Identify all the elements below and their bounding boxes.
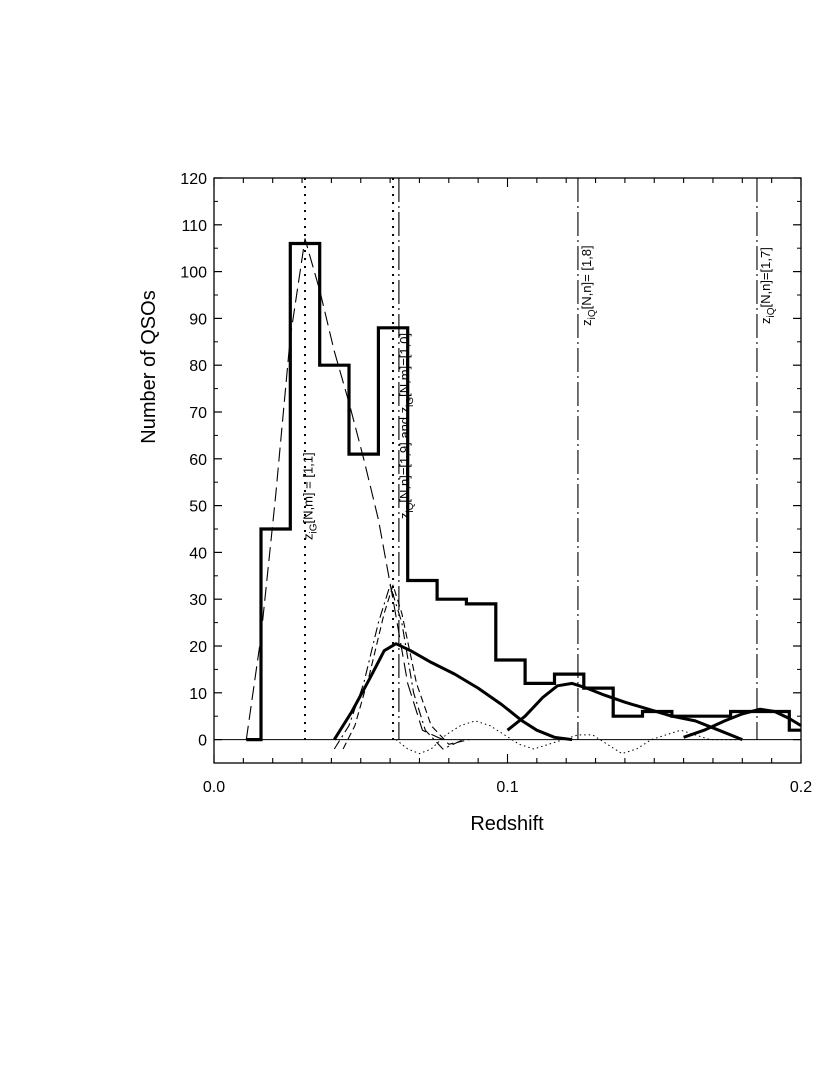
y-tick-label: 10 (189, 686, 207, 703)
histogram-bar (466, 604, 495, 740)
histogram-bar (261, 529, 290, 740)
y-tick-label: 50 (189, 499, 207, 516)
y-tick-label: 20 (189, 639, 207, 656)
histogram-bar (437, 599, 466, 739)
histogram-bar (408, 580, 437, 739)
annotation-part: [N,n]=[1,9] and z (397, 407, 412, 503)
y-tick-label: 30 (189, 592, 207, 609)
y-tick-label: 120 (180, 171, 207, 188)
model-curve-thick-solid (506, 681, 743, 741)
annotation-part: [N,m] = [1,1] (300, 452, 315, 523)
x-axis-title: Redshift (470, 813, 544, 835)
annotation-part: z (397, 513, 412, 520)
annotation-part: [N,m]=[1,0] (397, 333, 412, 397)
model-curve-long-dashed (245, 238, 444, 741)
annotation-part: z (579, 319, 594, 326)
y-tick-label: 90 (189, 311, 207, 328)
annotation-label: ziQ[N,n]= [1,8] (579, 245, 598, 325)
annotation-part: [N,n]= [1,8] (579, 245, 594, 309)
annotation-part: iG (308, 523, 319, 533)
y-tick-label: 40 (189, 545, 207, 562)
x-tick-label: 0.2 (790, 779, 812, 796)
histogram (246, 241, 801, 742)
y-tick-label: 80 (189, 358, 207, 375)
y-axis-title: Number of QSOs (138, 290, 160, 443)
model-curve-thick-solid (333, 642, 573, 742)
annotation-part: iQ (405, 502, 416, 512)
annotation-part: iQ (766, 307, 777, 317)
annotation-label: ziQ[N,n]=[1,7] (758, 247, 777, 324)
x-tick-label: 0.1 (496, 779, 518, 796)
annotation-part: z (300, 534, 315, 541)
y-tick-label: 60 (189, 452, 207, 469)
histogram-bar (613, 716, 642, 739)
annotation-part: iQ (587, 309, 598, 319)
annotations: ziG[N,m] = [1,1] ziQ[N,n]=[1,9] and ziG[N… (300, 245, 777, 540)
y-tick-label: 100 (180, 265, 207, 282)
annotation-label: ziQ[N,n]=[1,9] and ziG[N,m]=[1,0] (397, 333, 416, 519)
annotation-part: [N,n]=[1,7] (758, 247, 773, 307)
histogram-outline (246, 241, 801, 742)
x-tick-label: 0.0 (203, 779, 225, 796)
annotation-part: z (758, 318, 773, 325)
y-tick-label: 110 (181, 218, 207, 235)
model-curve-dashed (342, 584, 470, 750)
histogram-bar (320, 365, 349, 739)
y-tick-label: 0 (198, 733, 207, 750)
annotation-part: iG (405, 397, 416, 407)
axes: 0 10 20 30 40 50 60 70 80 90 100 110 120 0.0 0.1 0.2 (180, 171, 812, 796)
reference-lines (303, 178, 758, 740)
y-tick-label: 70 (189, 405, 207, 422)
annotation-label: ziG[N,m] = [1,1] (300, 452, 319, 540)
